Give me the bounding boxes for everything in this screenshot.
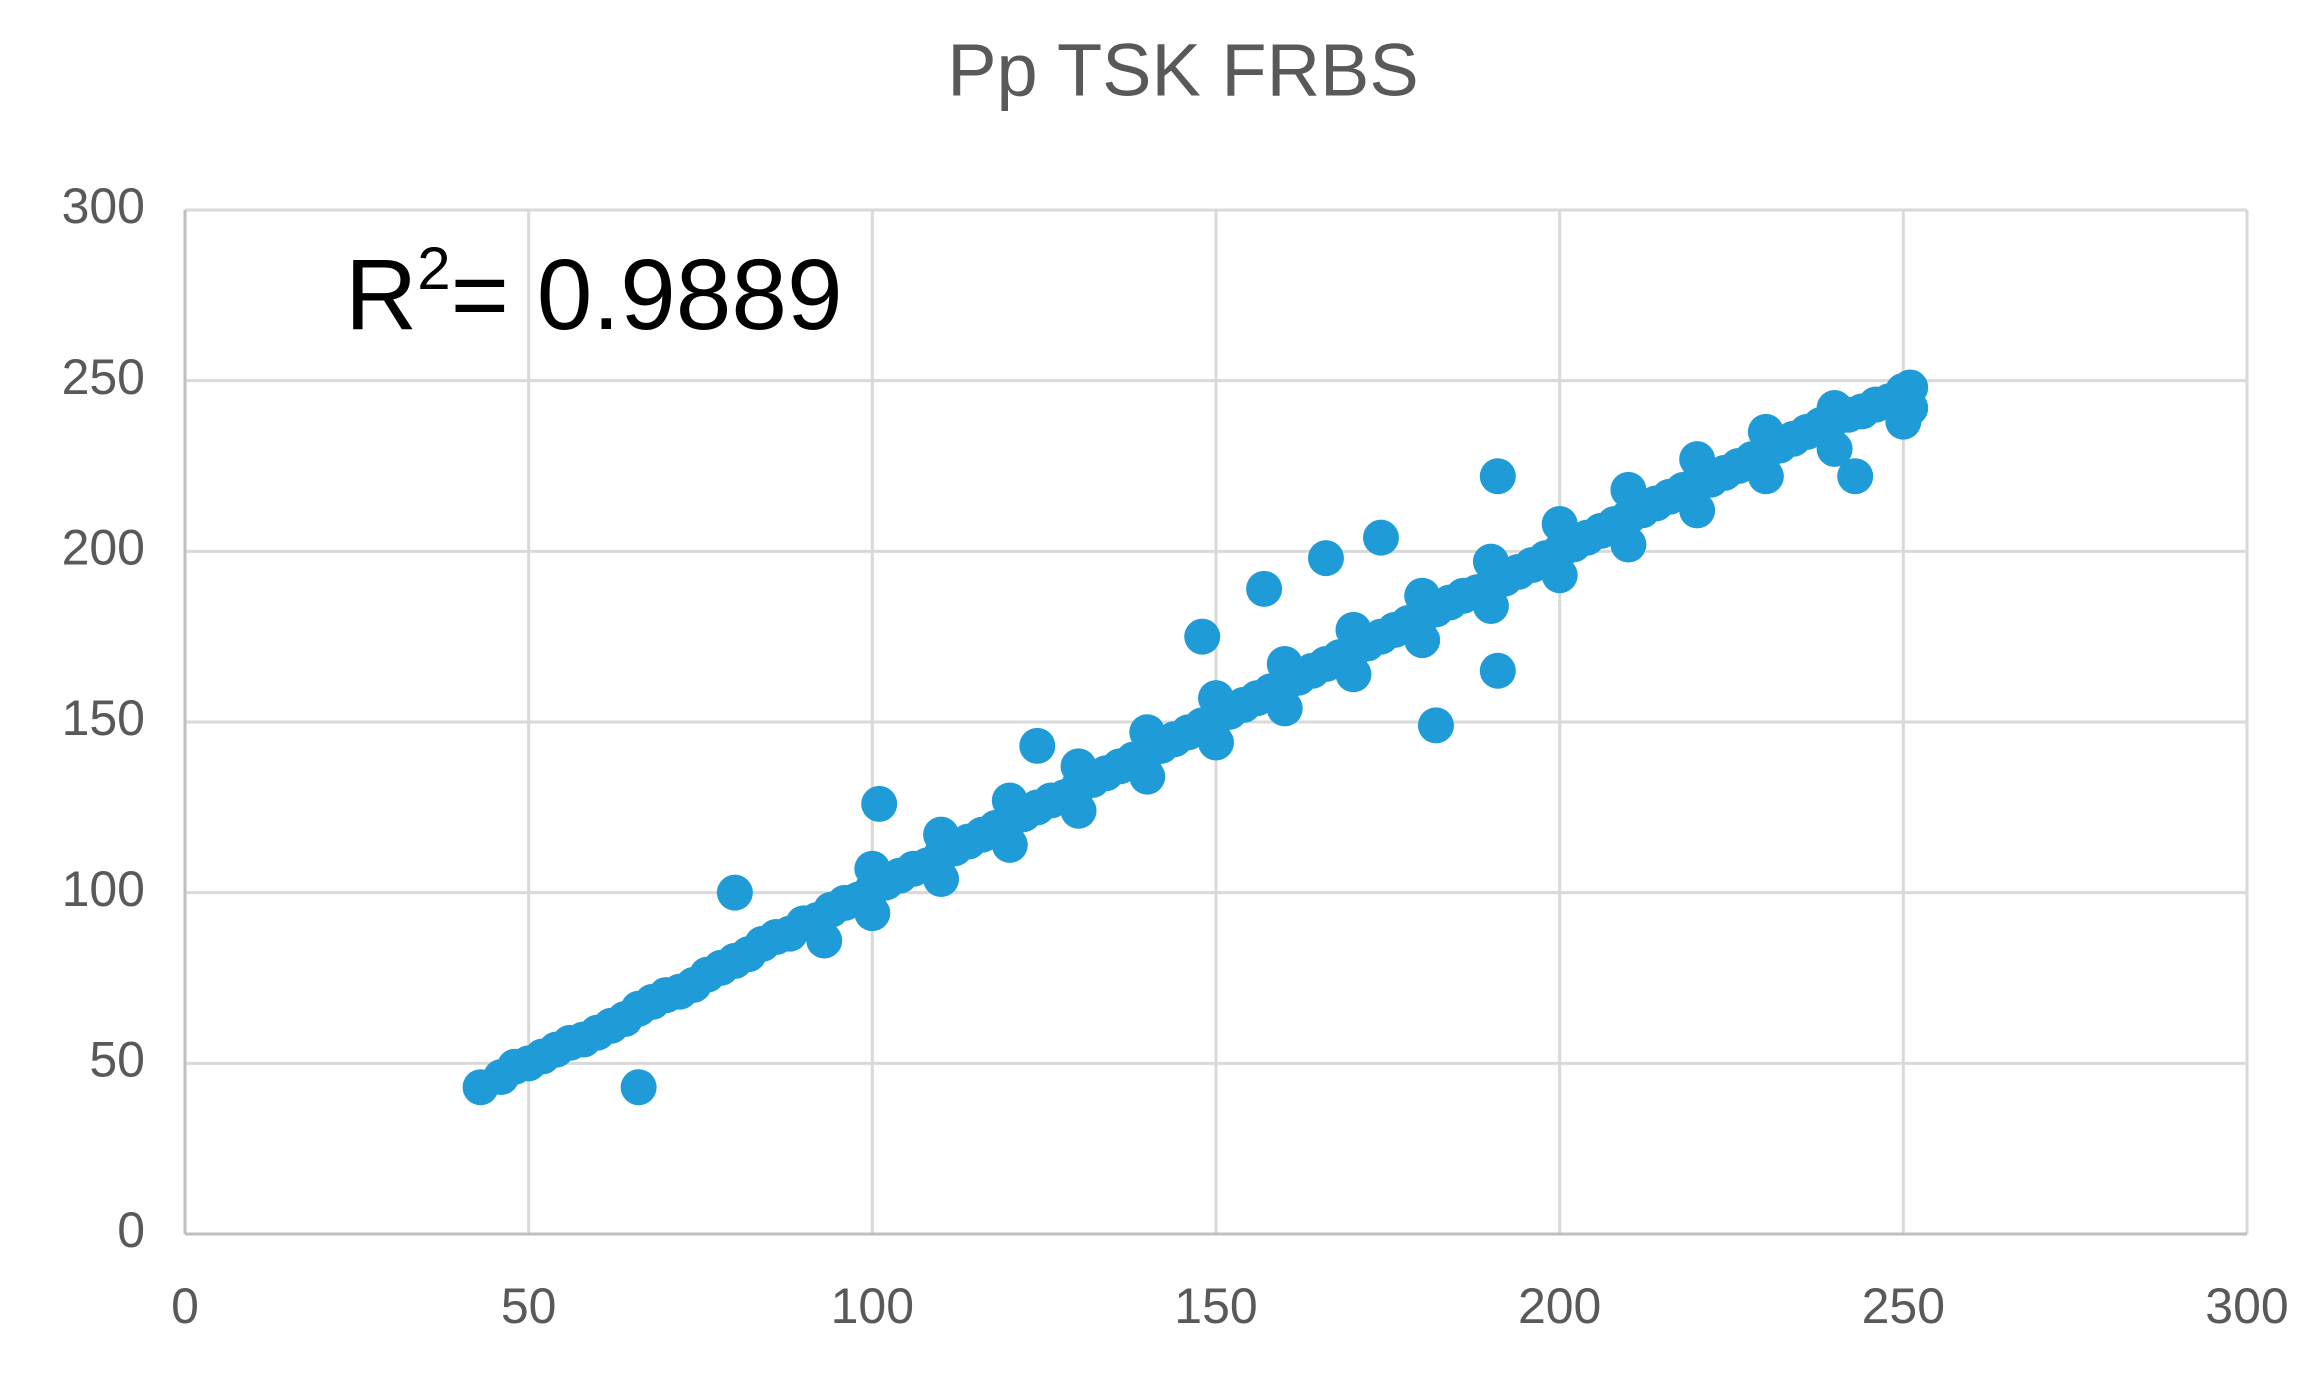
point: [1060, 792, 1097, 829]
point: [861, 785, 898, 822]
point: [1816, 389, 1853, 426]
point: [1541, 506, 1578, 543]
point: [1541, 557, 1578, 594]
chart-title: Pp TSK FRBS: [947, 29, 1419, 112]
point: [991, 782, 1028, 819]
point: [1335, 656, 1372, 693]
point: [1129, 758, 1166, 795]
point: [1019, 727, 1056, 764]
point: [1472, 587, 1509, 624]
point: [1816, 430, 1853, 467]
point: [1479, 458, 1516, 495]
point: [923, 861, 960, 898]
point: [1266, 645, 1303, 682]
point: [1610, 526, 1647, 563]
point: [1266, 690, 1303, 727]
x-tick-label: 50: [501, 1278, 557, 1334]
point: [1479, 652, 1516, 689]
point: [1892, 389, 1929, 426]
x-tick-label: 0: [171, 1278, 199, 1334]
point: [1610, 471, 1647, 508]
point: [1679, 441, 1716, 478]
point: [1198, 724, 1234, 761]
point: [1198, 680, 1234, 717]
x-tick-label: 300: [2205, 1278, 2288, 1334]
point: [1060, 748, 1097, 785]
annotation: R2= 0.9889: [345, 235, 843, 352]
annotation-superscript: 2: [417, 235, 450, 302]
y-tick-label: 150: [62, 690, 145, 746]
point: [1747, 413, 1784, 450]
point: [806, 922, 843, 959]
point: [991, 826, 1028, 863]
y-tick-label: 300: [62, 178, 145, 234]
point: [1404, 622, 1441, 659]
point: [1472, 543, 1509, 580]
point: [1747, 458, 1784, 495]
point: [1246, 570, 1283, 607]
point: [1837, 458, 1874, 495]
point: [1679, 492, 1716, 529]
x-tick-label: 250: [1862, 1278, 1945, 1334]
annotation-rest: = 0.9889: [451, 239, 843, 351]
point: [923, 816, 960, 853]
y-tick-label: 200: [62, 520, 145, 576]
point: [1417, 707, 1454, 744]
point: [854, 895, 891, 932]
x-tick-label: 100: [831, 1278, 914, 1334]
annotation-text: R: [345, 239, 417, 351]
point: [1335, 611, 1372, 648]
x-tick-label: 150: [1174, 1278, 1257, 1334]
point: [854, 850, 891, 887]
point: [1404, 577, 1441, 614]
y-tick-label: 50: [89, 1032, 145, 1088]
point: [1184, 618, 1221, 655]
y-tick-label: 0: [117, 1202, 145, 1258]
x-tick-label: 200: [1518, 1278, 1601, 1334]
point: [620, 1069, 657, 1106]
point: [716, 874, 753, 911]
point: [1362, 519, 1399, 556]
point: [1307, 540, 1344, 577]
y-tick-label: 100: [62, 861, 145, 917]
y-tick-label: 250: [62, 349, 145, 405]
point: [1129, 714, 1166, 751]
